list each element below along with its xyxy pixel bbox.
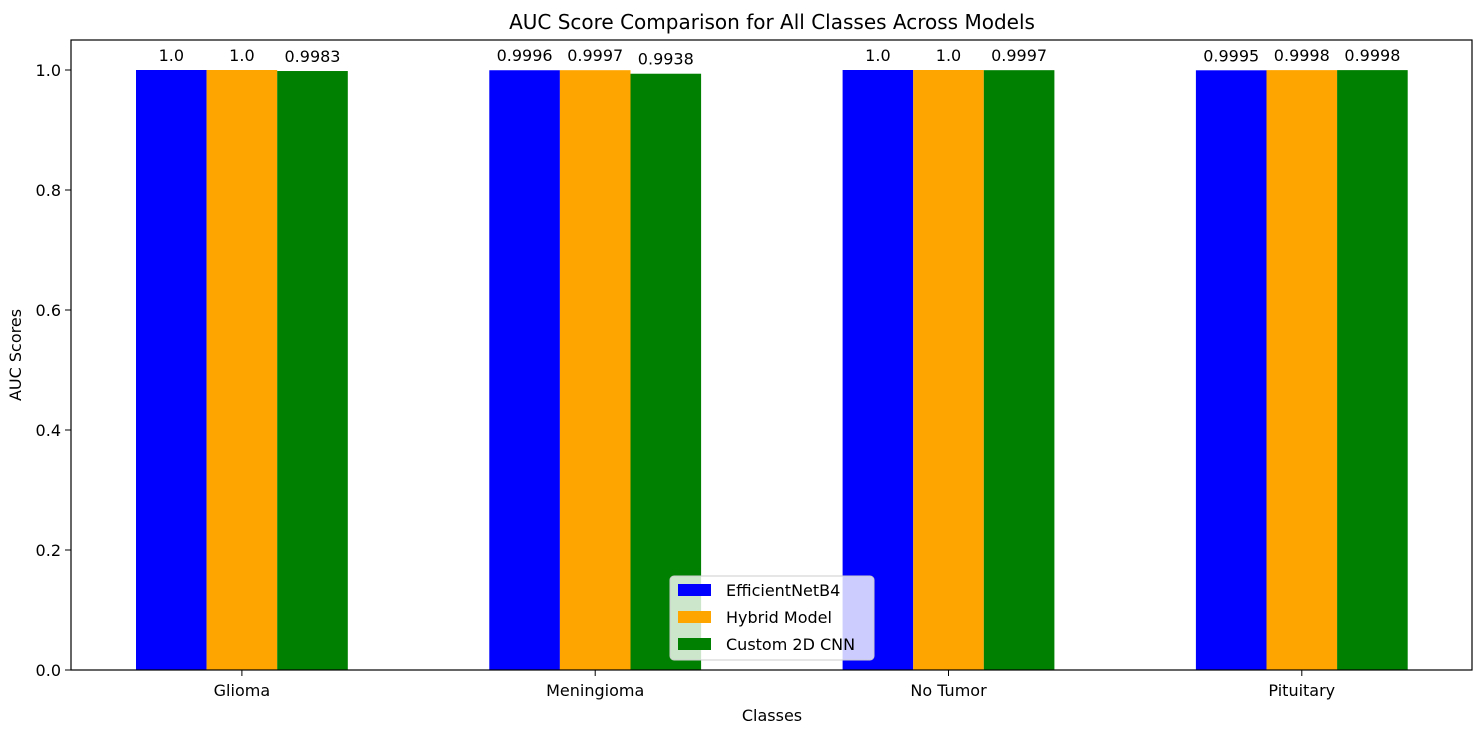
bar-efficientnetb4-pituitary bbox=[1195, 70, 1267, 671]
bar-value-label: 1.0 bbox=[229, 46, 254, 65]
x-tick-label: No Tumor bbox=[910, 681, 987, 700]
bars-layer bbox=[136, 70, 1408, 671]
bar-hybrid-model-pituitary bbox=[1266, 70, 1338, 671]
bar-value-labels: 1.0 1.0 0.9983 0.9996 0.9997 0.9938 1.0 1.0 0.99… bbox=[159, 46, 1401, 69]
legend-label: EfficientNetB4 bbox=[726, 581, 840, 600]
legend-box bbox=[669, 575, 875, 661]
y-axis-label: AUC Scores bbox=[6, 309, 25, 401]
bar-value-label: 0.9983 bbox=[285, 47, 341, 66]
bar-value-label: 1.0 bbox=[936, 46, 961, 65]
legend-label: Custom 2D CNN bbox=[726, 635, 855, 654]
bar-value-label: 0.9996 bbox=[497, 46, 553, 65]
bar-hybrid-model-no-tumor bbox=[913, 70, 984, 670]
x-tick-label: Glioma bbox=[214, 681, 270, 700]
x-axis: Glioma Meningioma No Tumor Pituitary bbox=[214, 670, 1335, 700]
chart-title: AUC Score Comparison for All Classes Acr… bbox=[509, 10, 1035, 34]
legend-swatch bbox=[678, 638, 711, 650]
legend-swatch bbox=[678, 611, 711, 623]
bar-value-label: 0.9938 bbox=[638, 50, 694, 69]
bar-custom-2d-cnn-meningioma bbox=[630, 73, 702, 671]
bar-hybrid-model-glioma bbox=[206, 70, 278, 670]
bar-value-label: 0.9995 bbox=[1203, 46, 1259, 65]
bar-value-label: 0.9997 bbox=[567, 46, 623, 65]
bar-value-label: 1.0 bbox=[159, 46, 184, 65]
bar-custom-2d-cnn-glioma bbox=[277, 71, 348, 670]
y-tick-label: 0.6 bbox=[36, 301, 61, 320]
legend: EfficientNetB4 Hybrid Model Custom 2D CNN bbox=[669, 575, 875, 661]
y-tick-label: 1.0 bbox=[36, 61, 61, 80]
y-tick-label: 0.0 bbox=[36, 661, 61, 680]
bar-value-label: 1.0 bbox=[865, 46, 890, 65]
bar-efficientnetb4-meningioma bbox=[489, 70, 560, 671]
bar-value-label: 0.9998 bbox=[1274, 46, 1330, 65]
y-tick-label: 0.4 bbox=[36, 421, 61, 440]
y-tick-label: 0.8 bbox=[36, 181, 61, 200]
x-tick-label: Meningioma bbox=[546, 681, 644, 700]
legend-swatch bbox=[678, 584, 711, 596]
bar-custom-2d-cnn-pituitary bbox=[1337, 70, 1408, 671]
bar-hybrid-model-meningioma bbox=[559, 70, 631, 671]
x-axis-label: Classes bbox=[742, 706, 802, 725]
bar-efficientnetb4-no-tumor bbox=[842, 70, 914, 670]
bar-efficientnetb4-glioma bbox=[136, 70, 207, 670]
y-tick-label: 0.2 bbox=[36, 541, 61, 560]
x-tick-label: Pituitary bbox=[1268, 681, 1335, 700]
legend-label: Hybrid Model bbox=[726, 608, 832, 627]
bar-value-label: 0.9998 bbox=[1344, 46, 1400, 65]
plot-frame bbox=[70, 39, 1473, 671]
bar-custom-2d-cnn-no-tumor bbox=[983, 70, 1055, 671]
bar-value-label: 0.9997 bbox=[991, 46, 1047, 65]
y-axis: 0.0 0.2 0.4 0.6 0.8 1.0 bbox=[36, 61, 71, 680]
